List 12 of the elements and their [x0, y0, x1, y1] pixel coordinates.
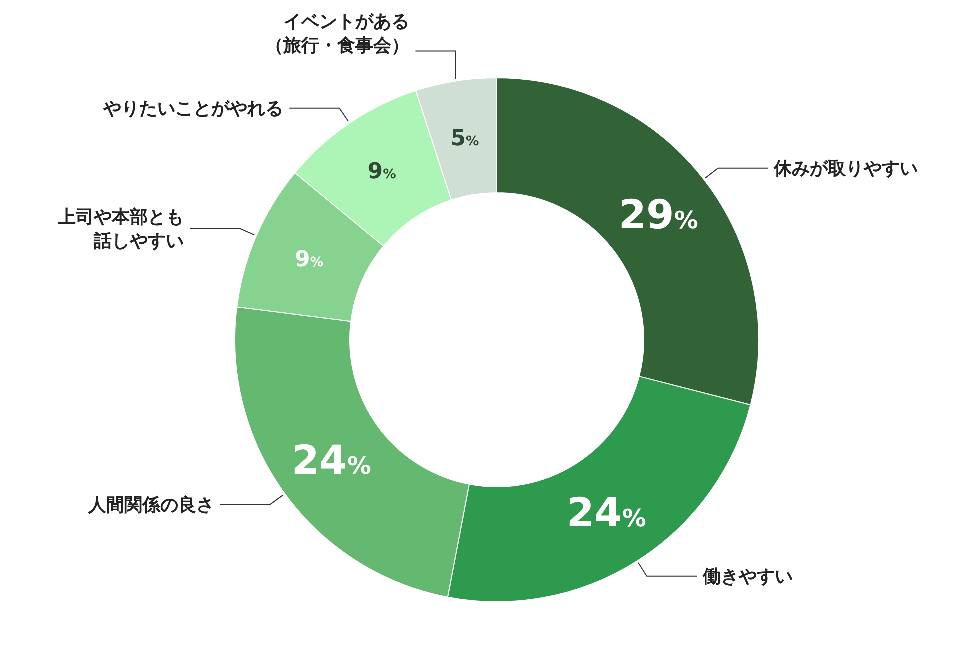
data-label: 9%: [295, 247, 324, 272]
data-label: 5%: [450, 126, 480, 152]
slice-label: 人間関係の良さ: [87, 494, 214, 516]
slice-label: やりたいことがやれる: [102, 98, 284, 120]
slice-label: 上司や本部とも話しやすい: [57, 207, 184, 252]
data-label: 29%: [618, 192, 698, 239]
slice-label: 働きやすい: [702, 566, 794, 588]
data-label: 24%: [566, 490, 646, 537]
slice-label: イベントがある（旅行・食事会）: [266, 11, 410, 56]
data-label: 24%: [292, 438, 372, 484]
slice-label: 休みが取りやすい: [773, 158, 918, 180]
data-label: 9%: [368, 160, 396, 185]
